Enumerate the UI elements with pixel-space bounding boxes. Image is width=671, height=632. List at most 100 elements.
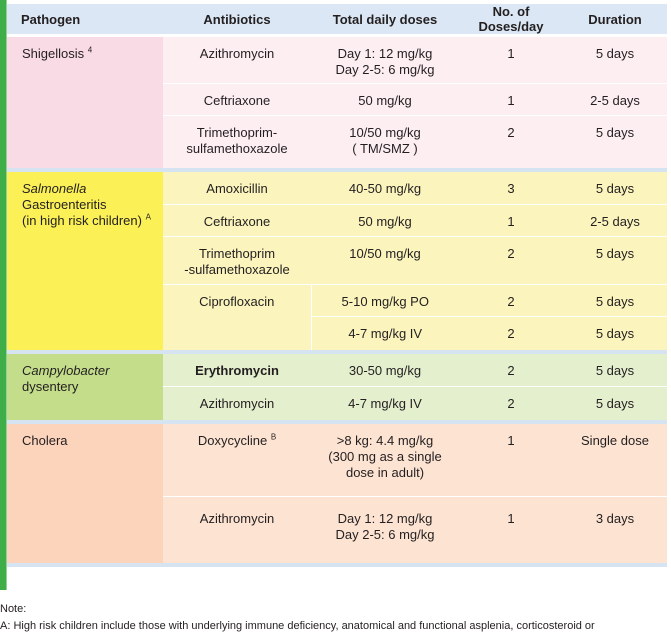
header-duration: Duration <box>563 4 667 37</box>
doses-per-day-cell: 1 <box>459 496 563 563</box>
table-row: Trimethoprim- sulfamethoxazole 10/50 mg/… <box>7 115 667 168</box>
table-row: Salmonella Gastroenteritis (in high risk… <box>7 171 667 350</box>
dose-line: Day 2-5: 6 mg/kg <box>335 62 435 77</box>
antibiotic-cell: Azithromycin <box>163 496 311 563</box>
table-row: Ciprofloxacin 5-10 mg/kg PO 2 5 days <box>7 284 667 350</box>
antibiotic-cell: Azithromycin <box>163 35 311 84</box>
antibiotic-cell: Azithromycin <box>163 386 311 420</box>
antibiotic-cell: Ceftriaxone <box>163 204 311 237</box>
dose-line: Day 2-5: 6 mg/kg <box>335 527 435 542</box>
table-row: Azithromycin 4-7 mg/kg IV 2 5 days <box>7 386 667 420</box>
antibiotic-cell: Ceftriaxone <box>163 83 311 116</box>
duration-cell: 5 days <box>563 284 667 317</box>
dose-line: 10/50 mg/kg <box>349 125 421 140</box>
dose-cell: 40-50 mg/kg <box>311 171 459 205</box>
footnote-marker: A <box>145 212 151 222</box>
table-row: Campylobacter dysentery Erythromycin 30-… <box>7 353 667 420</box>
dose-line: Day 1: 12 mg/kg <box>337 511 433 526</box>
dose-cell: Day 1: 12 mg/kg Day 2-5: 6 mg/kg <box>311 496 459 563</box>
doses-per-day-cell: 2 <box>459 115 563 168</box>
table-row: Ceftriaxone 50 mg/kg 1 2-5 days <box>7 83 667 116</box>
pathogen-name: Campylobacter <box>22 362 110 378</box>
doses-per-day-cell: 2 <box>459 353 563 387</box>
doses-per-day-cell: 2 <box>459 386 563 420</box>
header-row: Pathogen Antibiotics Total daily doses N… <box>7 4 667 37</box>
table-row: 4-7 mg/kg IV 2 5 days <box>7 316 667 350</box>
header-doses-per-day: No. of Doses/day <box>459 4 563 37</box>
duration-cell: 5 days <box>563 171 667 205</box>
pathogen-name-line: Gastroenteritis <box>22 196 107 212</box>
antibiotic-line: Trimethoprim- <box>196 125 278 140</box>
pathogen-cholera: Cholera <box>7 423 163 563</box>
header-total-daily-doses: Total daily doses <box>311 4 459 37</box>
duration-cell: Single dose <box>563 423 667 497</box>
duration-cell: 5 days <box>563 316 667 350</box>
duration-cell: 5 days <box>563 35 667 84</box>
dose-line: ( TM/SMZ ) <box>352 141 418 156</box>
pathogen-name: Shigellosis <box>22 46 85 61</box>
section-divider <box>7 349 667 354</box>
dose-cell: 50 mg/kg <box>311 204 459 237</box>
antibiotic-name: Doxycycline <box>197 432 268 448</box>
doses-per-day-cell: 2 <box>459 316 563 350</box>
antibiotic-cell: Erythromycin <box>163 353 311 387</box>
dose-cell: 30-50 mg/kg <box>311 353 459 387</box>
antibiotic-line: sulfamethoxazole <box>186 141 288 156</box>
antibiotic-line: -sulfamethoxazole <box>184 262 290 277</box>
header-antibiotics: Antibiotics <box>163 4 311 37</box>
duration-cell: 3 days <box>563 496 667 563</box>
antibiotic-cell: Amoxicillin <box>163 171 311 205</box>
doses-per-day-cell: 2 <box>459 236 563 285</box>
header-pathogen: Pathogen <box>7 4 163 37</box>
dose-cell: 50 mg/kg <box>311 83 459 116</box>
footnote-marker: B <box>270 432 277 442</box>
duration-cell: 5 days <box>563 115 667 168</box>
pathogen-name-line: dysentery <box>22 378 79 394</box>
note-title: Note: <box>0 603 27 615</box>
dose-cell: 5-10 mg/kg PO <box>310 284 459 317</box>
antibiotic-line: Trimethoprim <box>198 246 276 261</box>
duration-cell: 5 days <box>563 353 667 387</box>
doses-per-day-cell: 1 <box>459 35 563 84</box>
doses-per-day-cell: 1 <box>459 83 563 116</box>
dose-cell: 10/50 mg/kg ( TM/SMZ ) <box>311 115 459 168</box>
pathogen-shigellosis: Shigellosis 4 <box>7 35 163 168</box>
antibiotic-table: Pathogen Antibiotics Total daily doses N… <box>7 4 667 567</box>
antibiotic-cell: Trimethoprim -sulfamethoxazole <box>163 236 311 285</box>
dose-line: (300 mg as a single <box>328 448 442 464</box>
doses-per-day-cell: 1 <box>459 204 563 237</box>
dose-cell: 10/50 mg/kg <box>311 236 459 285</box>
dose-line: dose in adult) <box>345 464 425 480</box>
duration-cell: 5 days <box>563 236 667 285</box>
dose-cell: >8 kg: 4.4 mg/kg (300 mg as a single dos… <box>311 423 459 497</box>
table-row: Shigellosis 4 Azithromycin Day 1: 12 mg/… <box>7 35 667 168</box>
doses-per-day-cell: 2 <box>459 284 563 317</box>
duration-cell: 5 days <box>563 386 667 420</box>
doses-per-day-cell: 1 <box>459 423 563 497</box>
antibiotic-cell: Doxycycline B <box>163 423 311 497</box>
duration-cell: 2-5 days <box>563 204 667 237</box>
note-text: A: High risk children include those with… <box>0 620 595 632</box>
antibiotic-cell: Ciprofloxacin <box>163 284 311 350</box>
dose-line: >8 kg: 4.4 mg/kg <box>336 432 434 448</box>
footnote-marker: 4 <box>87 45 93 55</box>
table-row: Azithromycin Day 1: 12 mg/kg Day 2-5: 6 … <box>7 496 667 563</box>
left-accent-bar-light <box>6 0 7 590</box>
pathogen-campylobacter: Campylobacter dysentery <box>7 353 163 420</box>
doses-per-day-cell: 3 <box>459 171 563 205</box>
pathogen-salmonella: Salmonella Gastroenteritis (in high risk… <box>7 171 163 350</box>
antibiotic-cell: Trimethoprim- sulfamethoxazole <box>163 115 311 168</box>
dose-cell: Day 1: 12 mg/kg Day 2-5: 6 mg/kg <box>311 35 459 84</box>
section-divider <box>7 419 667 424</box>
dose-cell: 4-7 mg/kg IV <box>311 386 459 420</box>
pathogen-name-line: (in high risk children) <box>22 212 142 228</box>
dose-line: Day 1: 12 mg/kg <box>337 46 433 61</box>
dose-cell: 4-7 mg/kg IV <box>310 316 459 350</box>
table-row: Trimethoprim -sulfamethoxazole 10/50 mg/… <box>7 236 667 285</box>
table-row: Cholera Doxycycline B >8 kg: 4.4 mg/kg (… <box>7 423 667 563</box>
duration-cell: 2-5 days <box>563 83 667 116</box>
pathogen-name: Salmonella <box>22 180 87 196</box>
section-divider <box>7 167 667 172</box>
table-row: Ceftriaxone 50 mg/kg 1 2-5 days <box>7 204 667 237</box>
left-accent-bar <box>0 0 6 590</box>
